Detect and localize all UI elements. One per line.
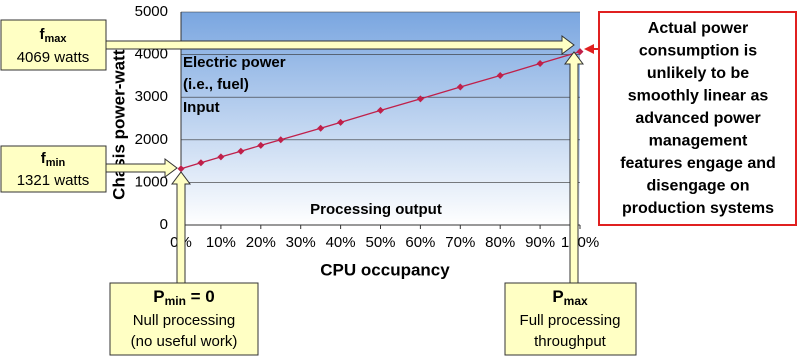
- subscript: max: [44, 33, 67, 45]
- y-tick-label: 4000: [135, 46, 168, 63]
- subscript: min: [165, 294, 186, 308]
- note-text: production systems: [622, 200, 774, 217]
- fmin-label: fmin: [41, 150, 66, 169]
- data-point: [177, 165, 185, 173]
- data-point: [576, 48, 584, 56]
- fmin-box: [0, 145, 107, 193]
- x-tick-label: 90%: [525, 234, 555, 251]
- y-tick-label: 0: [160, 216, 168, 233]
- y-tick-label: 3000: [135, 88, 168, 105]
- data-point: [217, 153, 225, 161]
- note-text: disengage on: [646, 178, 749, 195]
- data-point: [317, 124, 325, 132]
- fmax-box: [0, 19, 107, 71]
- fmax-label: fmax: [39, 26, 67, 45]
- symbol: P: [552, 287, 563, 306]
- pmin-box: [109, 282, 259, 356]
- data-point: [237, 147, 245, 155]
- note-text: management: [649, 133, 748, 150]
- subscript: max: [564, 294, 588, 308]
- data-point: [377, 106, 384, 114]
- y-axis-label: Chasis power-watts: [109, 40, 128, 200]
- callout-arrow: [105, 158, 178, 178]
- y-tick-label: 1000: [135, 173, 168, 190]
- pmin-label: Pmin = 0: [153, 287, 215, 308]
- symbol: f: [39, 26, 45, 43]
- x-tick-label: 100%: [561, 234, 599, 251]
- note-box: [598, 11, 797, 226]
- note-text: unlikely to be: [647, 65, 749, 82]
- pmax-box: [504, 282, 637, 356]
- data-point: [536, 60, 544, 68]
- data-point: [197, 159, 205, 167]
- input-label: Input: [183, 99, 220, 116]
- note-text: advanced power: [635, 110, 760, 127]
- x-tick-label: 30%: [286, 234, 316, 251]
- pmax-label: Pmax: [552, 287, 588, 308]
- note-text: Actual power: [648, 20, 748, 37]
- pmin-text: Null processing: [133, 312, 236, 329]
- y-tick-label: 5000: [135, 3, 168, 20]
- data-point: [496, 71, 504, 79]
- x-tick-label: 50%: [365, 234, 395, 251]
- symbol: P: [153, 287, 164, 306]
- series-line: [180, 51, 581, 170]
- pmin-text: (no useful work): [131, 333, 238, 350]
- x-tick-label: 10%: [206, 234, 236, 251]
- callout-arrow: [105, 35, 575, 55]
- data-point: [337, 118, 345, 126]
- note-arrowhead: [584, 44, 594, 54]
- pmax-text: Full processing: [520, 312, 621, 329]
- note-text: smoothly linear as: [628, 88, 769, 105]
- data-point: [416, 95, 424, 103]
- x-tick-label: 60%: [405, 234, 435, 251]
- y-tick-label: 2000: [135, 131, 168, 148]
- data-point: [456, 83, 464, 91]
- x-axis-label: CPU occupancy: [320, 260, 450, 279]
- x-tick-label: 80%: [485, 234, 515, 251]
- equation: = 0: [186, 287, 215, 306]
- x-tick-label: 20%: [246, 234, 276, 251]
- symbol: f: [41, 150, 47, 167]
- data-point: [277, 136, 285, 144]
- x-tick-label: 70%: [445, 234, 475, 251]
- x-tick-label: 40%: [326, 234, 356, 251]
- input-label: (i.e., fuel): [183, 76, 249, 93]
- pmax-text: throughput: [534, 333, 607, 350]
- fmax-value: 4069 watts: [17, 49, 90, 66]
- subscript: min: [46, 157, 66, 169]
- callout-arrow: [171, 171, 191, 284]
- note-text: features engage and: [620, 155, 776, 172]
- output-label: Processing output: [310, 201, 442, 218]
- fmin-value: 1321 watts: [17, 172, 90, 189]
- note-text: consumption is: [639, 43, 757, 60]
- input-label: Electric power: [183, 54, 286, 71]
- callout-arrow: [564, 51, 584, 284]
- data-point: [257, 141, 265, 149]
